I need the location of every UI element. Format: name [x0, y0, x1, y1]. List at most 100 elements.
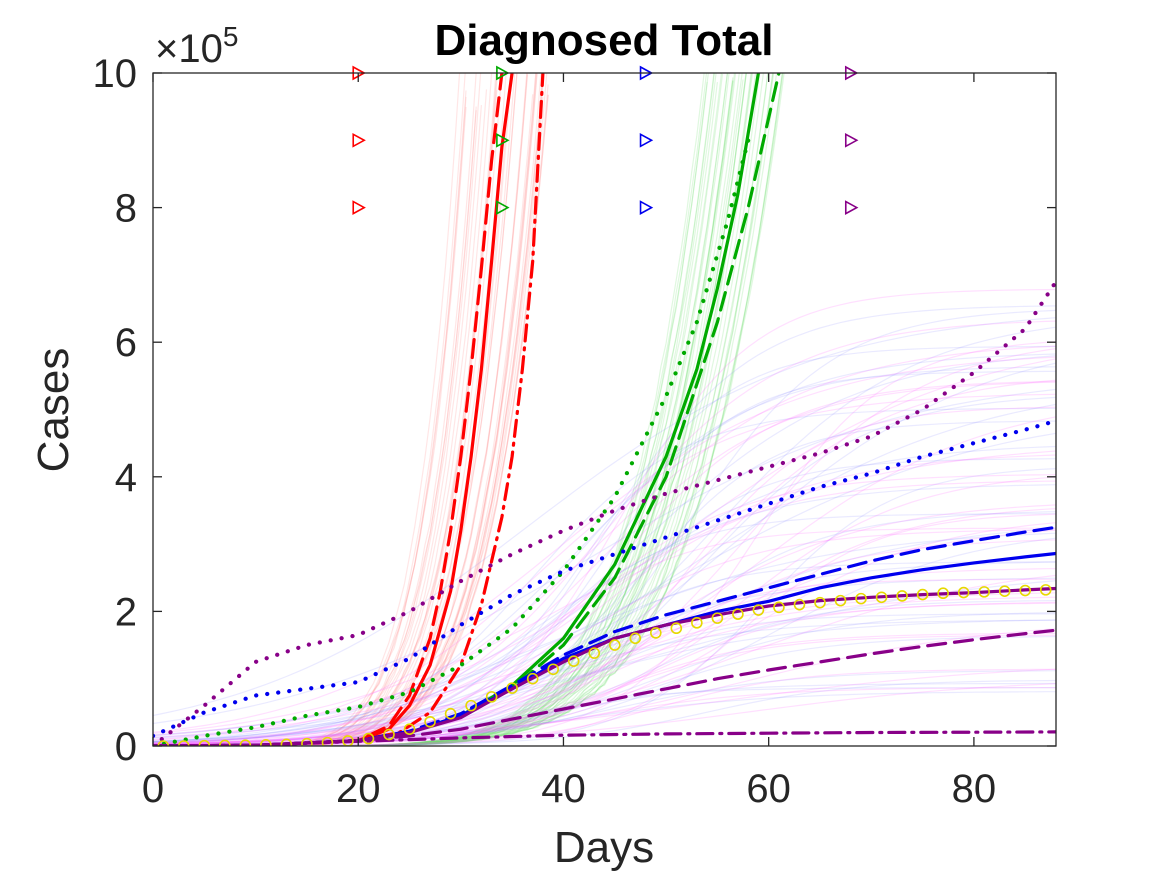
ensemble-trajectory [153, 73, 743, 746]
chart-title: Diagnosed Total [435, 16, 774, 65]
ensemble-trajectory [153, 601, 1056, 745]
observed-data-point [321, 736, 334, 746]
ensemble-trajectory [153, 619, 1056, 743]
ensemble-trajectory [153, 73, 737, 746]
ensemble-trajectory [153, 73, 709, 746]
observed-data-point [403, 723, 416, 735]
ensemble-trajectory [153, 619, 1056, 744]
ensemble-trajectory [153, 73, 728, 746]
x-tick-label: 0 [142, 767, 164, 811]
series-line [153, 73, 545, 746]
ensemble-trajectory [153, 320, 1056, 744]
ensemble-trajectory [153, 388, 1056, 725]
observed-data-point [260, 738, 272, 746]
ensemble-trajectory [153, 73, 761, 746]
ensemble-trajectory [153, 73, 752, 746]
observed-data-point [793, 598, 806, 611]
ensemble-trajectory [153, 454, 1056, 743]
observed-data-point [814, 596, 826, 609]
ensemble-trajectory [153, 82, 718, 746]
ensemble-trajectory [153, 484, 1056, 743]
ensemble-trajectory [153, 73, 765, 746]
ensemble-trajectory [153, 73, 723, 746]
plot-area-frame [152, 72, 1057, 747]
ensemble-trajectory [153, 73, 715, 746]
ensemble-trajectory [153, 73, 724, 746]
y-tick-label: 6 [115, 321, 137, 365]
ensemble-trajectory [153, 73, 769, 746]
observed-data-point [588, 647, 601, 659]
y-tick-label: 0 [115, 725, 137, 769]
observed-data-point [629, 632, 642, 645]
series-line [153, 138, 751, 746]
ensemble-trajectory [153, 450, 1056, 734]
x-tick-label: 40 [541, 767, 586, 811]
ensemble-trajectory [153, 561, 1056, 745]
event-triangle-marker [352, 200, 366, 215]
ensemble-trajectory [153, 532, 1056, 737]
ensemble-trajectory [153, 73, 747, 746]
ensemble-trajectory [153, 73, 769, 746]
ensemble-trajectory [153, 73, 783, 746]
observed-data-point [875, 591, 888, 604]
ensemble-trajectory [153, 355, 1056, 743]
observed-data-point [998, 585, 1011, 598]
event-triangle-marker [639, 132, 654, 148]
ensemble-trajectory [153, 73, 784, 746]
observed-data-point [567, 655, 580, 668]
event-triangle-marker [352, 132, 366, 148]
series-line [153, 586, 1056, 746]
ensemble-trajectory [153, 561, 1056, 746]
ensemble-trajectory [153, 73, 774, 746]
ensemble-trajectory [153, 73, 747, 746]
ensemble-trajectory [153, 305, 1056, 746]
event-triangle-marker [844, 200, 859, 215]
y-axis-multiplier: ×105 [155, 21, 238, 71]
ensemble-trajectory [153, 353, 1056, 742]
ensemble-trajectory [153, 381, 1056, 744]
x-axis-label: Days [554, 823, 654, 872]
ensemble-trajectory [153, 73, 461, 746]
observed-data-point [732, 608, 744, 620]
ensemble-trajectory [153, 73, 774, 746]
observed-data-point [957, 586, 970, 599]
ensemble-trajectory [153, 73, 708, 746]
observed-data-point [239, 739, 252, 746]
observed-data-point [424, 715, 436, 728]
ensemble-trajectory [153, 80, 734, 746]
ensemble-trajectory [153, 73, 705, 746]
x-tick-label: 80 [952, 767, 997, 811]
observed-data-point [526, 672, 539, 685]
observed-data-point [485, 691, 498, 703]
observed-data-point [506, 682, 518, 694]
series-line [153, 279, 1056, 746]
y-multiplier-exponent: 5 [223, 21, 239, 52]
observed-data-point [301, 737, 313, 746]
ensemble-trajectory [153, 317, 1056, 717]
observed-data-point [1039, 584, 1052, 596]
y-tick-label: 4 [115, 456, 137, 500]
ensemble-trajectory [153, 73, 753, 746]
ensemble-trajectory [153, 96, 467, 746]
y-tick-label: 10 [93, 52, 138, 96]
event-triangle-marker [496, 200, 510, 215]
ensemble-trajectory [153, 403, 1056, 739]
series-line [153, 525, 1056, 746]
event-triangle-marker [844, 132, 859, 148]
observed-data-point [896, 590, 908, 602]
ensemble-trajectory [153, 577, 1056, 744]
observed-data-point [465, 699, 477, 712]
ensemble-trajectory [153, 407, 1056, 745]
observed-data-point [177, 740, 190, 746]
series-line [153, 628, 1056, 746]
x-tick-label: 20 [336, 767, 381, 811]
observed-data-point [547, 663, 559, 676]
observed-data-point [773, 601, 785, 614]
ensemble-trajectory [153, 504, 1056, 745]
ensemble-trajectory [153, 73, 778, 746]
observed-data-point [1019, 584, 1032, 597]
observed-data-point [752, 604, 765, 616]
observed-data-point [691, 617, 703, 629]
